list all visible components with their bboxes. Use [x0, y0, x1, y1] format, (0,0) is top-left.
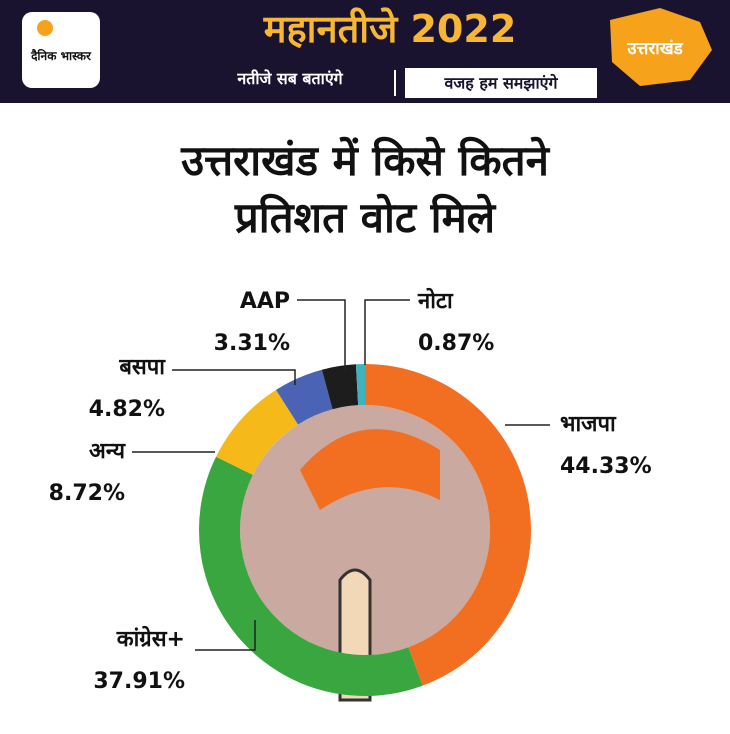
- header-bar: [0, 0, 730, 103]
- tagline: वजह हम समझाएंगे: [444, 74, 559, 93]
- leader-line: [172, 369, 296, 385]
- value-label: 37.91%: [93, 669, 185, 694]
- value-label: 4.82%: [89, 397, 165, 422]
- state-map: [610, 8, 712, 86]
- legend-label: नोटा: [417, 287, 454, 314]
- slice: [216, 389, 298, 475]
- legend-label: भाजपा: [560, 412, 617, 437]
- state: उत्तराखंड: [626, 39, 683, 59]
- chart-title: प्रतिशत वोट मिले: [234, 193, 497, 242]
- legend-label: AAP: [240, 289, 290, 314]
- value-label: 3.31%: [214, 331, 290, 356]
- slice: [321, 364, 359, 410]
- legend-label: कांग्रेस+: [116, 625, 185, 652]
- tagline: नतीजे सब बताएंगे: [236, 69, 343, 88]
- slice: [355, 364, 365, 406]
- legend-label: अन्य: [89, 439, 126, 464]
- brand: महानतीजे 2022: [263, 7, 517, 51]
- chart-title: उत्तराखंड में किसे कितने: [180, 136, 551, 185]
- value-label: 0.87%: [418, 331, 494, 356]
- value-label: 44.33%: [560, 454, 652, 479]
- leader-line: [297, 299, 346, 372]
- legend-label: बसपा: [118, 355, 166, 380]
- tagline-box: [405, 68, 597, 98]
- value-label: 8.72%: [49, 481, 125, 506]
- logo: दैनिक भास्कर: [30, 49, 92, 63]
- logo-sun: [37, 20, 53, 36]
- slice: [276, 369, 333, 425]
- leader-line: [195, 620, 256, 651]
- leader-line: [364, 299, 410, 365]
- slice: [365, 364, 532, 686]
- flag: [300, 429, 440, 510]
